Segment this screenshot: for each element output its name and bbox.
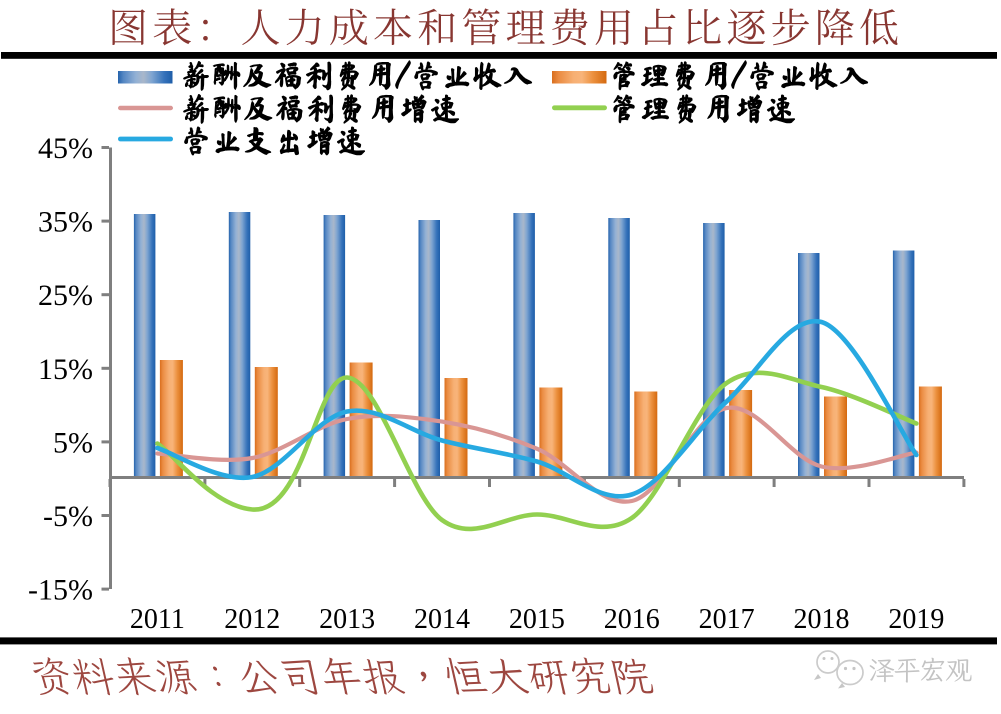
svg-text:2015: 2015 bbox=[509, 604, 565, 635]
svg-text:2017: 2017 bbox=[699, 604, 755, 635]
svg-text:45%: 45% bbox=[38, 132, 93, 165]
svg-text:2018: 2018 bbox=[794, 604, 850, 635]
svg-text:25%: 25% bbox=[38, 279, 93, 312]
svg-text:2012: 2012 bbox=[224, 604, 280, 635]
svg-text:35%: 35% bbox=[38, 206, 93, 239]
svg-text:2013: 2013 bbox=[319, 604, 375, 635]
svg-text:5%: 5% bbox=[53, 426, 93, 459]
svg-text:2016: 2016 bbox=[604, 604, 660, 635]
svg-text:15%: 15% bbox=[38, 353, 93, 386]
svg-text:2019: 2019 bbox=[888, 604, 944, 635]
svg-text:2011: 2011 bbox=[130, 604, 185, 635]
svg-text:-5%: -5% bbox=[43, 500, 93, 533]
svg-text:-15%: -15% bbox=[28, 574, 93, 607]
svg-text:2014: 2014 bbox=[414, 604, 470, 635]
